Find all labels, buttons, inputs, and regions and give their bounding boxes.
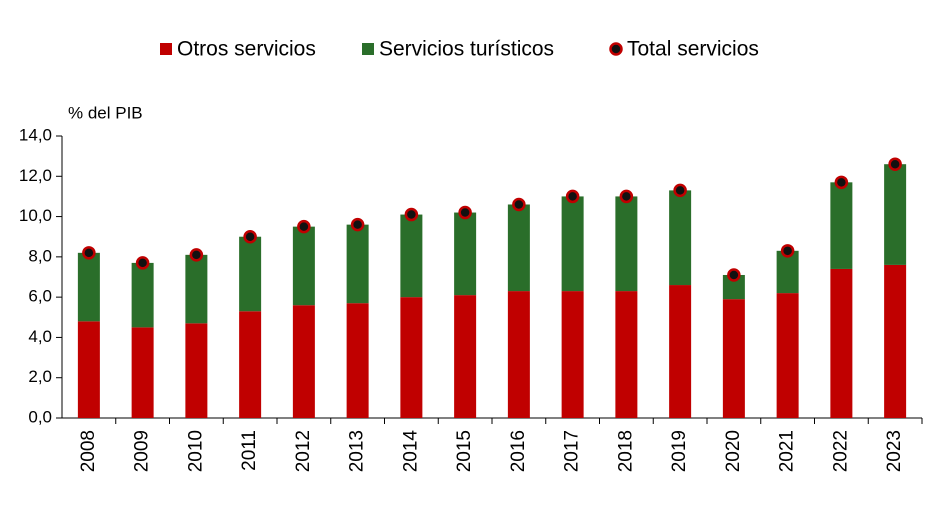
y-tick-label: 8,0 — [28, 246, 52, 265]
bar-segment — [722, 274, 745, 300]
bar-segment — [454, 295, 477, 418]
bar-segment — [292, 226, 315, 306]
total-marker — [297, 219, 311, 234]
bar-segment — [884, 164, 907, 265]
bar-segment — [185, 323, 208, 418]
total-marker — [888, 157, 902, 171]
bar-segment — [884, 264, 907, 418]
x-tick-label: 2017 — [562, 430, 583, 472]
x-tick-label: 2022 — [830, 430, 851, 472]
legend-swatch — [160, 43, 172, 55]
bar-segment — [776, 250, 799, 294]
bar-segment — [77, 321, 100, 418]
bar-segment — [400, 297, 423, 418]
legend-label: Servicios turísticos — [379, 38, 554, 61]
bar-segment — [77, 252, 100, 322]
total-marker — [780, 244, 795, 258]
x-tick-label: 2015 — [454, 430, 475, 472]
y-tick-label: 2,0 — [28, 367, 52, 386]
total-marker — [727, 268, 741, 282]
bar-segment — [776, 293, 799, 418]
total-marker — [404, 207, 419, 222]
total-marker — [834, 175, 849, 190]
bar-segment — [561, 196, 584, 292]
x-tick-label: 2019 — [669, 430, 690, 472]
y-axis-label: % del PIB — [68, 103, 143, 122]
x-tick-label: 2013 — [347, 430, 368, 472]
bar-segment — [239, 236, 262, 312]
y-tick-label: 14,0 — [19, 125, 52, 144]
y-tick-label: 12,0 — [19, 166, 52, 185]
bar-segment — [454, 212, 477, 296]
bar-segment — [131, 262, 154, 328]
total-marker — [565, 189, 580, 204]
bar-segment — [346, 303, 369, 418]
legend-label: Otros servicios — [177, 38, 316, 61]
total-marker — [512, 197, 526, 212]
legend-swatch — [609, 42, 623, 56]
bar-segment — [400, 214, 423, 298]
x-tick-label: 2020 — [723, 430, 744, 472]
x-tick-label: 2009 — [132, 430, 153, 472]
bar-segment — [507, 204, 530, 292]
total-marker — [189, 248, 204, 262]
bar-segment — [830, 268, 853, 418]
bar-segment — [239, 311, 262, 418]
bar-segment — [669, 285, 692, 418]
total-marker — [619, 189, 634, 204]
bar-segment — [346, 224, 369, 304]
total-marker — [243, 229, 257, 244]
x-tick-label: 2016 — [508, 430, 529, 472]
x-tick-label: 2012 — [293, 430, 314, 472]
y-tick-label: 0,0 — [28, 407, 52, 426]
x-tick-label: 2018 — [615, 430, 636, 472]
bar-segment — [292, 305, 315, 418]
x-tick-label: 2008 — [78, 430, 99, 472]
bar-segment — [615, 196, 638, 292]
x-tick-label: 2011 — [239, 430, 260, 471]
bar-segment — [615, 291, 638, 418]
x-tick-label: 2014 — [400, 430, 421, 473]
legend-label: Total servicios — [627, 38, 759, 61]
total-marker — [350, 217, 365, 232]
bar-segment — [561, 291, 584, 418]
x-tick-label: 2023 — [884, 430, 905, 472]
bar-segment — [185, 254, 208, 324]
y-tick-label: 4,0 — [28, 327, 52, 346]
y-tick-label: 6,0 — [28, 287, 52, 306]
bar-segment — [507, 291, 530, 418]
bar-segment — [722, 299, 745, 418]
legend-swatch — [362, 43, 374, 55]
bar-segment — [669, 190, 692, 286]
total-marker — [82, 246, 96, 260]
total-marker — [458, 205, 472, 220]
bar-segment — [131, 327, 154, 418]
x-tick-label: 2010 — [185, 430, 206, 472]
bar-segment — [830, 182, 853, 269]
total-marker — [673, 183, 687, 198]
y-tick-label: 10,0 — [19, 206, 52, 225]
x-tick-label: 2021 — [777, 430, 798, 472]
total-marker — [135, 256, 150, 270]
